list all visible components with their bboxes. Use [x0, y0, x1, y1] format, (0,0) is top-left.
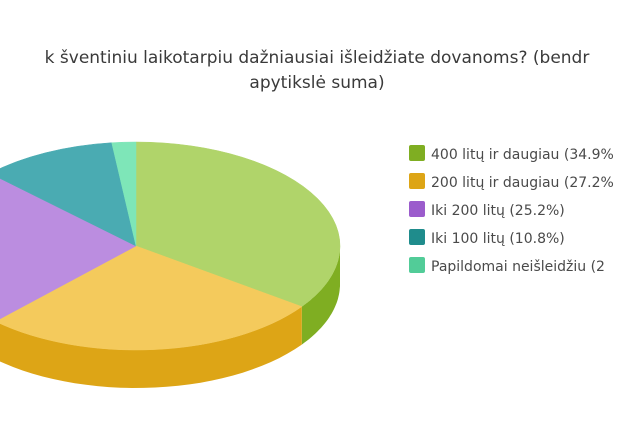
legend-label-0: 400 litų ir daugiau (34.9%	[431, 147, 614, 163]
pie-slice-3	[0, 142, 137, 247]
chart-title-line-2: apytikslė suma)	[249, 73, 384, 93]
legend-label-4: Papildomai neišleidžiu (2	[431, 259, 605, 275]
pie-slice-2	[0, 178, 137, 320]
legend-swatch-1	[409, 173, 425, 189]
pie-slice-4	[111, 141, 137, 247]
legend-label-2: Iki 200 litų (25.2%)	[431, 203, 565, 219]
legend-label-1: 200 litų ir daugiau (27.2%	[431, 175, 614, 191]
pie-side-1	[0, 306, 302, 388]
pie-body	[0, 141, 341, 388]
legend-label-3: Iki 100 litų (10.8%)	[431, 231, 565, 247]
legend-swatch-4	[409, 257, 425, 273]
legend-swatch-0	[409, 145, 425, 161]
legend-swatch-2	[409, 201, 425, 217]
chart-title-line-1: k šventiniu laikotarpiu dažniausiai išle…	[45, 48, 590, 68]
legend-swatch-3	[409, 229, 425, 245]
pie-slice-0	[135, 141, 341, 307]
pie-side-0	[301, 246, 340, 345]
pie-slice-1	[0, 245, 303, 351]
legend: 400 litų ir daugiau (34.9% 200 litų ir da…	[409, 145, 614, 275]
